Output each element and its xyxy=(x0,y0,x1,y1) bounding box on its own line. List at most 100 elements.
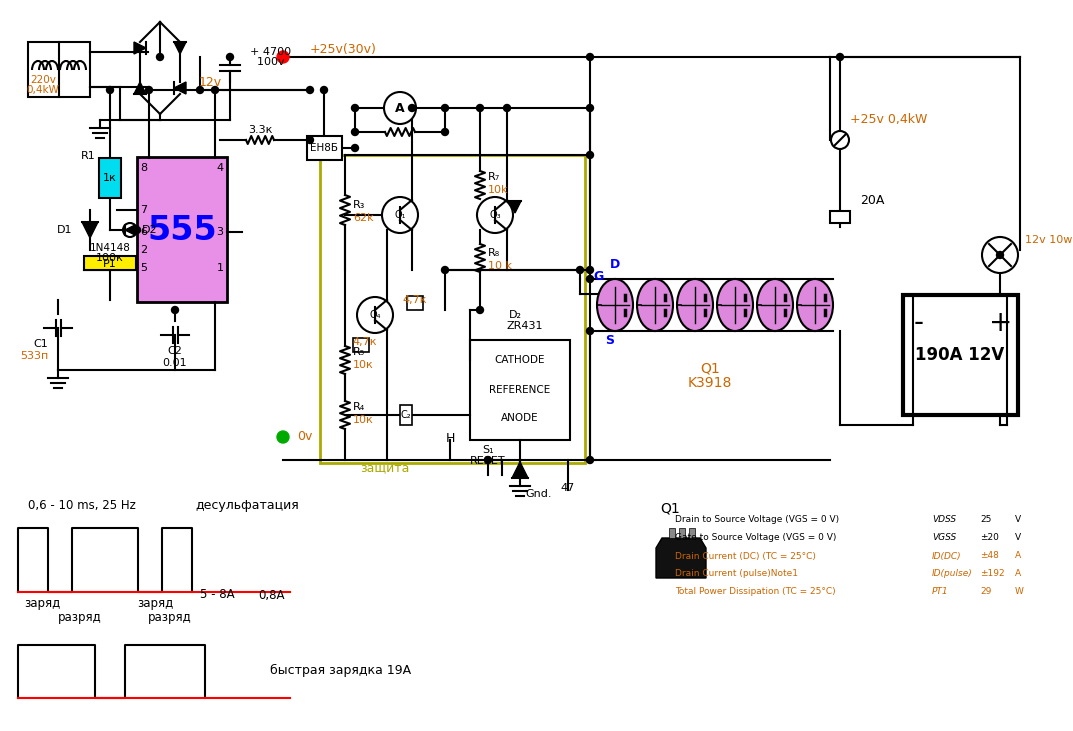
Text: ЕН8Б: ЕН8Б xyxy=(310,143,338,153)
Text: разряд: разряд xyxy=(58,610,102,624)
Circle shape xyxy=(277,51,289,63)
Bar xyxy=(84,256,136,270)
Text: 100к: 100к xyxy=(97,253,123,263)
Bar xyxy=(320,155,585,463)
Text: Drain to Source Voltage (VGS = 0 V): Drain to Source Voltage (VGS = 0 V) xyxy=(675,515,839,525)
Ellipse shape xyxy=(717,279,753,331)
Text: R1: R1 xyxy=(82,151,95,161)
Text: быстрая зарядка 19А: быстрая зарядка 19А xyxy=(270,664,411,676)
Text: Q₄: Q₄ xyxy=(369,310,381,320)
Circle shape xyxy=(441,129,449,135)
Bar xyxy=(307,136,342,160)
Circle shape xyxy=(587,267,593,273)
Polygon shape xyxy=(174,82,186,94)
Text: 5: 5 xyxy=(141,263,147,273)
Text: 10 k: 10 k xyxy=(488,261,512,271)
Text: Drain Current (pulse)Note1: Drain Current (pulse)Note1 xyxy=(675,569,798,578)
Text: 20A: 20A xyxy=(859,194,884,206)
Circle shape xyxy=(226,53,234,61)
Ellipse shape xyxy=(637,279,673,331)
Text: 10k: 10k xyxy=(488,185,509,195)
Text: A: A xyxy=(1015,551,1021,561)
Circle shape xyxy=(587,151,593,159)
Circle shape xyxy=(123,223,137,237)
Circle shape xyxy=(982,237,1018,273)
Text: ANODE: ANODE xyxy=(501,413,539,423)
Text: 8: 8 xyxy=(141,163,148,173)
Text: 4: 4 xyxy=(217,163,223,173)
Text: +25v(30v): +25v(30v) xyxy=(310,42,377,56)
Circle shape xyxy=(352,129,358,135)
Text: Q1: Q1 xyxy=(700,361,720,375)
Bar xyxy=(407,296,423,310)
Circle shape xyxy=(352,145,358,151)
Text: V: V xyxy=(1015,534,1021,542)
Bar xyxy=(470,340,570,440)
Polygon shape xyxy=(174,42,186,54)
Text: 555: 555 xyxy=(147,213,217,246)
Circle shape xyxy=(146,86,152,94)
Circle shape xyxy=(196,86,204,94)
Text: RESET: RESET xyxy=(470,456,505,466)
Text: 0,8A: 0,8A xyxy=(258,588,284,602)
Text: -: - xyxy=(914,309,924,337)
Text: G: G xyxy=(593,270,603,284)
Text: ID(pulse): ID(pulse) xyxy=(932,569,973,578)
Ellipse shape xyxy=(756,279,793,331)
Circle shape xyxy=(587,53,593,61)
Circle shape xyxy=(476,306,484,314)
Text: D₂: D₂ xyxy=(509,310,521,320)
Text: +: + xyxy=(989,309,1013,337)
Polygon shape xyxy=(656,538,706,578)
Text: заряд: заряд xyxy=(137,597,173,610)
Text: 220v: 220v xyxy=(30,75,56,85)
Circle shape xyxy=(587,456,593,463)
Text: + 4700: + 4700 xyxy=(250,47,291,57)
Polygon shape xyxy=(134,82,146,94)
Bar xyxy=(831,211,850,223)
Text: 190A 12V: 190A 12V xyxy=(915,346,1004,364)
Polygon shape xyxy=(134,42,146,54)
Text: R₈: R₈ xyxy=(488,248,500,258)
Text: Q₁: Q₁ xyxy=(394,210,406,220)
Text: K3918: K3918 xyxy=(688,376,732,390)
Polygon shape xyxy=(512,462,528,478)
Circle shape xyxy=(441,267,449,273)
Text: D2: D2 xyxy=(142,225,158,235)
Circle shape xyxy=(476,105,484,112)
Text: 0.01: 0.01 xyxy=(163,358,188,368)
Text: 12v: 12v xyxy=(199,77,221,89)
Text: D1: D1 xyxy=(57,225,72,235)
Text: VDSS: VDSS xyxy=(932,515,956,525)
Text: Q1: Q1 xyxy=(660,501,680,515)
Text: 5 - 8A: 5 - 8A xyxy=(200,588,235,602)
Text: ZR431: ZR431 xyxy=(506,321,543,331)
Text: 12v 10w: 12v 10w xyxy=(1025,235,1072,245)
Text: ±192: ±192 xyxy=(980,569,1004,578)
Circle shape xyxy=(503,105,511,112)
Text: CATHODE: CATHODE xyxy=(495,355,545,365)
Polygon shape xyxy=(82,222,98,238)
Text: 6: 6 xyxy=(141,227,147,237)
Text: Drain Current (DC) (TC = 25°C): Drain Current (DC) (TC = 25°C) xyxy=(675,551,815,561)
Circle shape xyxy=(172,306,178,314)
Text: R₇: R₇ xyxy=(488,172,500,182)
Text: ±48: ±48 xyxy=(980,551,999,561)
Bar xyxy=(353,338,369,352)
Text: A: A xyxy=(395,102,405,115)
Text: 0,6 - 10 ms, 25 Hz: 0,6 - 10 ms, 25 Hz xyxy=(28,499,136,512)
Ellipse shape xyxy=(597,279,633,331)
Bar xyxy=(137,157,227,302)
Circle shape xyxy=(357,297,393,333)
Text: PT1: PT1 xyxy=(932,588,949,596)
Text: +25v 0,4kW: +25v 0,4kW xyxy=(850,113,927,126)
Text: 0v: 0v xyxy=(297,431,312,444)
Text: 10к: 10к xyxy=(353,360,373,370)
Text: D: D xyxy=(609,259,620,271)
Bar xyxy=(689,528,695,538)
Text: 1N4148: 1N4148 xyxy=(89,243,131,253)
Text: S₁: S₁ xyxy=(482,445,494,455)
Bar xyxy=(400,405,412,425)
Text: заряд: заряд xyxy=(24,597,60,610)
Text: 2: 2 xyxy=(141,245,148,255)
